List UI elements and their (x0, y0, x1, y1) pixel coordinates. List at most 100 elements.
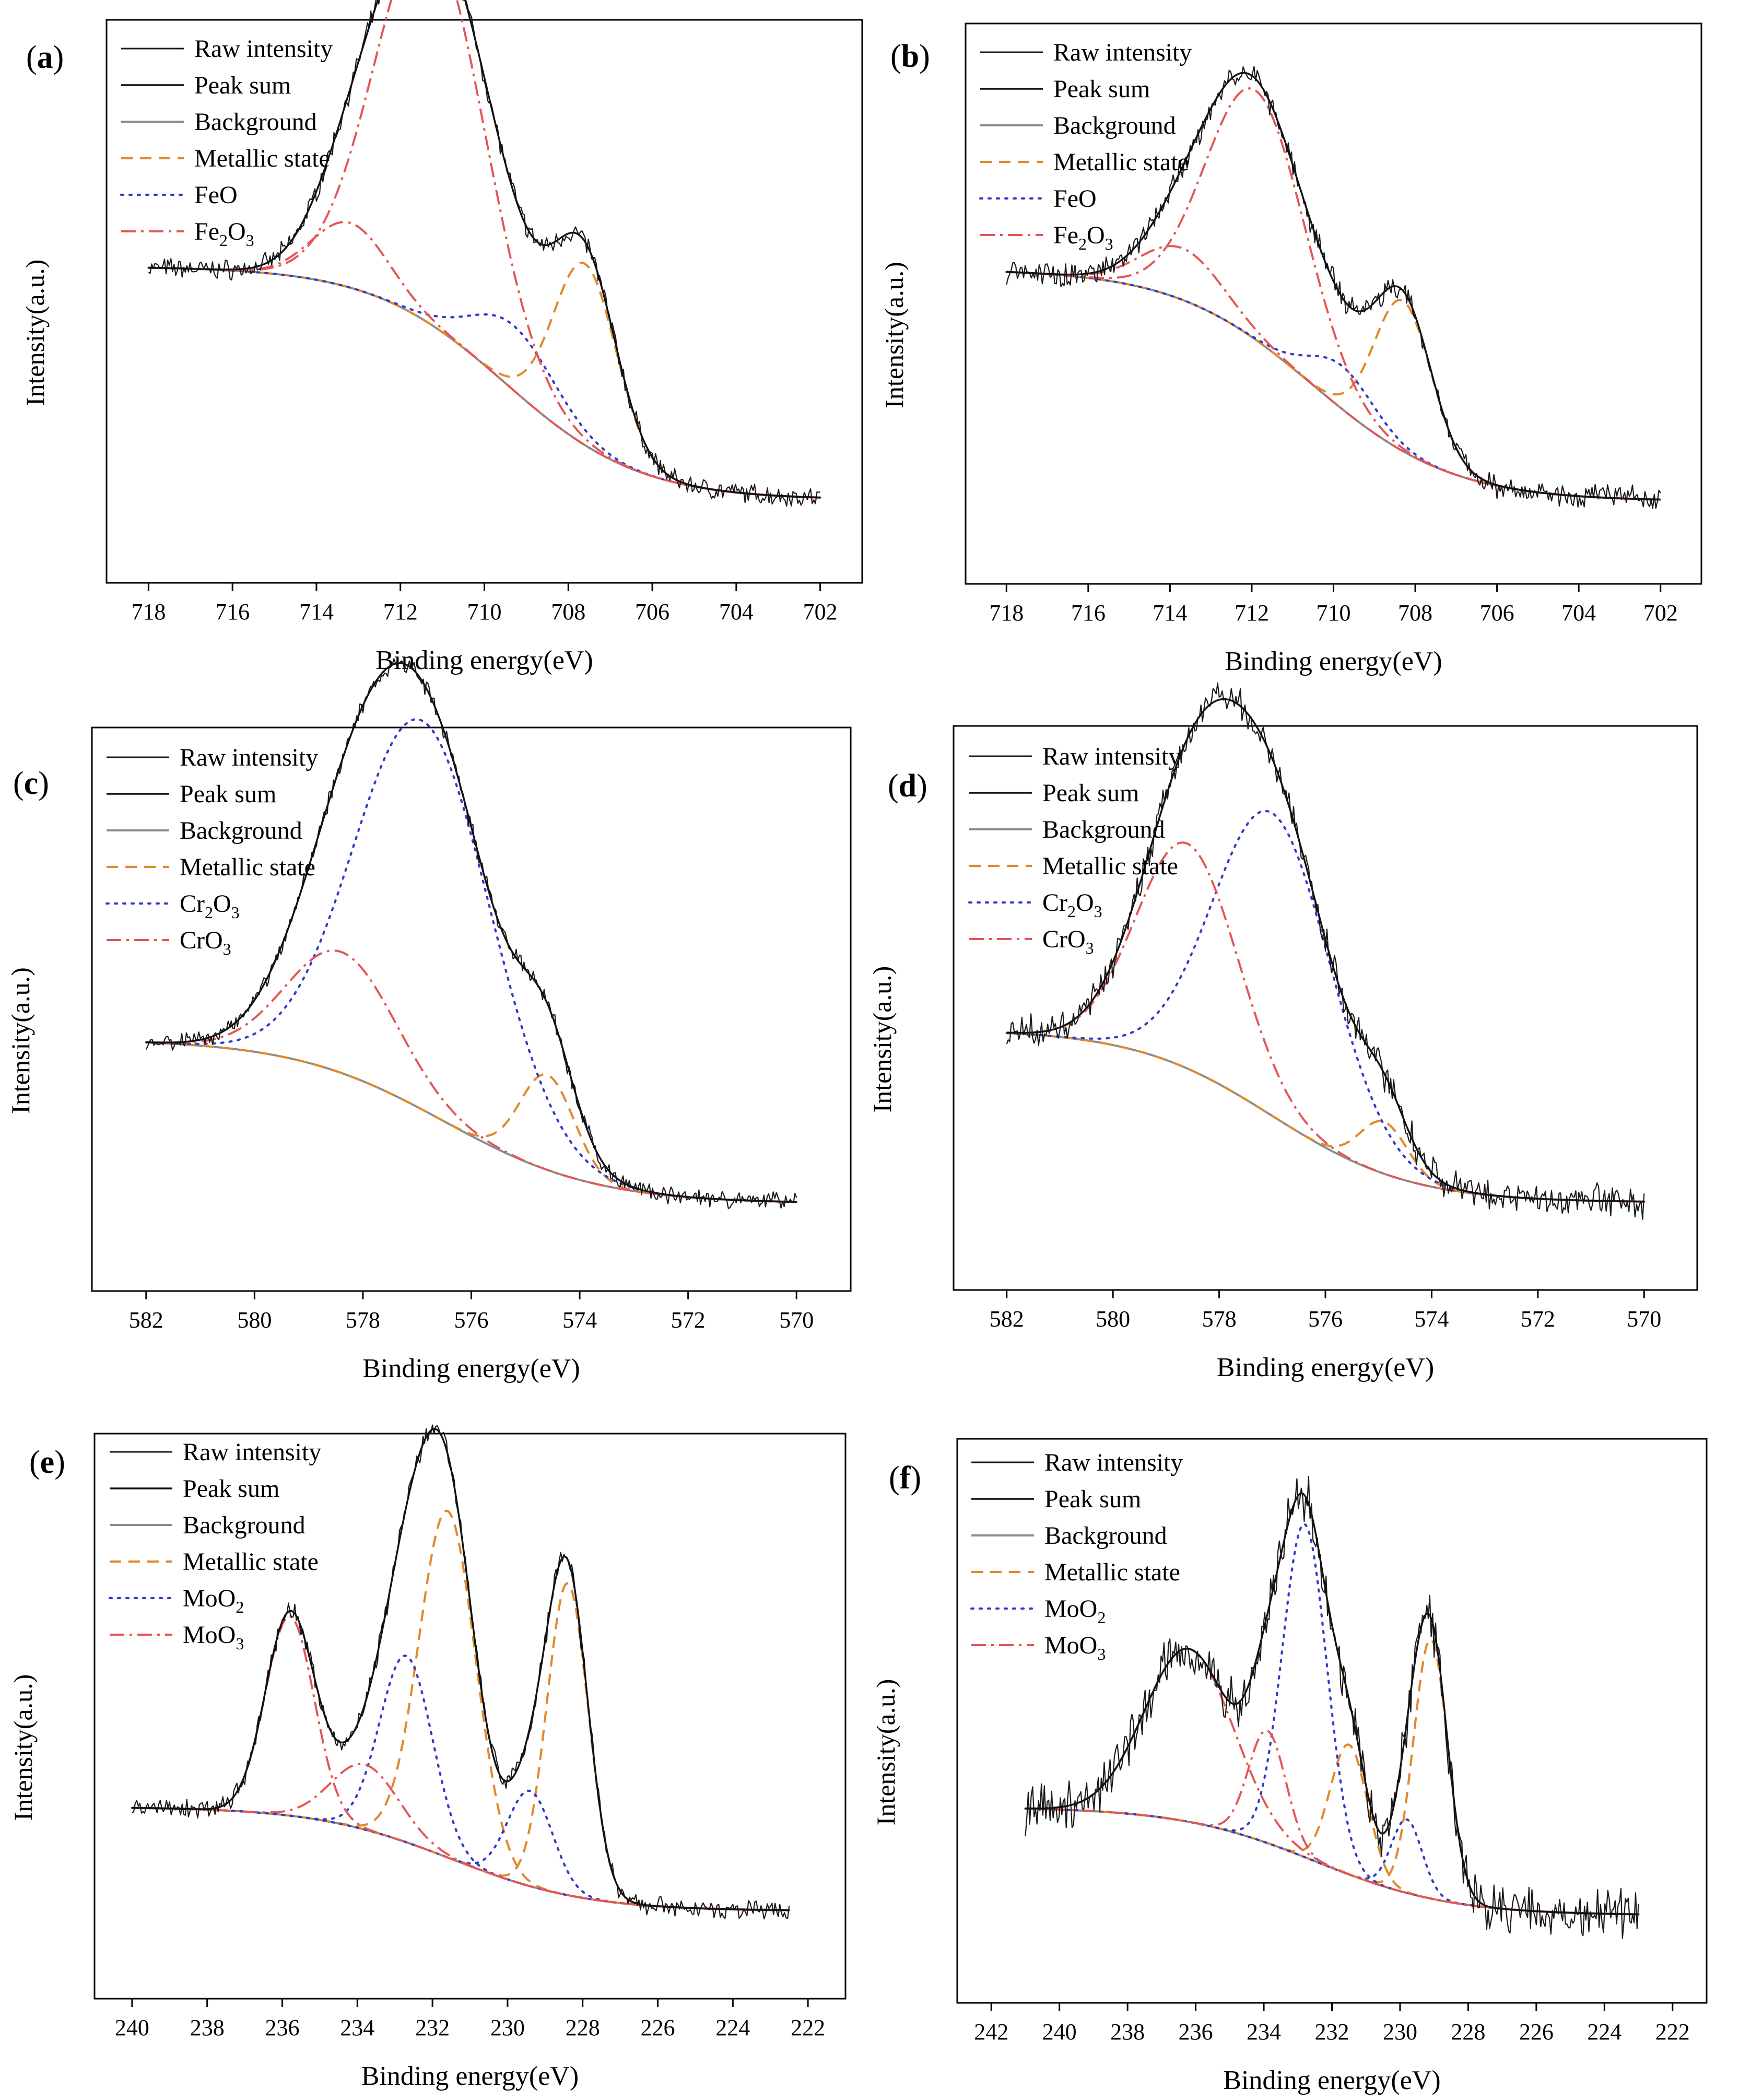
ox2-component-curve (1006, 245, 1661, 501)
raw-intensity-curve (1006, 66, 1661, 509)
x-axis-label: Binding energy(eV) (362, 1354, 580, 1383)
background-curve (148, 266, 820, 499)
background-curve (132, 1806, 790, 1911)
legend-label: Background (1042, 816, 1165, 843)
ox1-component-curve (147, 266, 821, 499)
x-tick-label: 236 (265, 2015, 300, 2040)
x-tick-label: 570 (779, 1307, 814, 1333)
x-tick-label: 580 (1096, 1306, 1130, 1332)
raw-intensity-curve (145, 658, 797, 1209)
x-tick-label: 236 (1179, 2019, 1213, 2045)
x-tick-label: 242 (974, 2019, 1008, 2045)
panel-d: (d) 582 580 578 576 574 572 570 Binding energy(e… (867, 682, 1698, 1382)
x-tick-label: 702 (1643, 600, 1678, 626)
x-tick-label: 574 (562, 1307, 597, 1333)
curves (1005, 682, 1646, 1220)
panel-c: (c) 582 580 578 576 574 572 570 Binding energy(e… (6, 658, 852, 1383)
x-axis-label: Binding energy(eV) (1223, 2066, 1440, 2095)
legend-label: FeO (1053, 185, 1097, 213)
x-axis-label: Binding energy(eV) (1217, 1353, 1434, 1382)
curves (1024, 1476, 1640, 1939)
y-axis-label: Intensity(a.u.) (20, 260, 50, 406)
curves (147, 0, 821, 507)
x-tick-label: 706 (635, 599, 669, 625)
x-tick-label: 708 (1398, 600, 1432, 626)
x-tick-label: 230 (490, 2015, 525, 2040)
background-curve (146, 1041, 797, 1203)
x-tick-label: 716 (1071, 600, 1106, 626)
x-tick-label: 704 (719, 599, 754, 625)
x-tick-label: 702 (803, 599, 838, 625)
panel-label: (c) (13, 766, 49, 801)
y-axis-label: Intensity(a.u.) (6, 967, 35, 1113)
x-tick-label: 578 (346, 1307, 380, 1333)
ox1-component-curve (1005, 271, 1662, 501)
ox2-component-curve (1025, 1729, 1639, 1916)
y-axis-label: Intensity(a.u.) (867, 966, 897, 1112)
x-tick-label: 224 (1587, 2019, 1622, 2045)
legend-label: Cr2O3 (180, 890, 240, 922)
legend-label: CrO3 (1042, 925, 1094, 957)
legend-label: Raw intensity (1042, 743, 1181, 770)
panel-label: (f) (889, 1460, 921, 1496)
legend-label: Fe2O3 (194, 218, 254, 250)
legend-label: Cr2O3 (1042, 889, 1102, 921)
legend: Raw intensity Peak sum Background Metallic … (120, 35, 333, 250)
legend-label: Raw intensity (1044, 1449, 1183, 1476)
x-tick-label: 240 (1042, 2019, 1077, 2045)
legend-label: Background (194, 108, 317, 136)
x-tick-label: 572 (671, 1307, 706, 1333)
x-tick-label: 574 (1414, 1306, 1449, 1332)
x-tick-label: 716 (215, 599, 250, 625)
legend-label: CrO3 (180, 926, 231, 958)
ox2-component-curve (146, 949, 797, 1203)
legend-label: Peak sum (183, 1475, 279, 1503)
x-tick-label: 710 (1317, 600, 1351, 626)
legend-label: Metallic state (1053, 148, 1189, 176)
legend: Raw intensity Peak sum Background Metallic … (105, 744, 318, 958)
panel-b: (b) 718 716 714 712 710 708 706 704 702 Binding en… (879, 22, 1702, 676)
plot-frame (953, 725, 1698, 1291)
curves (131, 1424, 791, 1920)
x-tick-label: 580 (237, 1307, 272, 1333)
x-tick-label: 712 (383, 599, 418, 625)
x-tick-label: 232 (415, 2015, 450, 2040)
legend-label: FeO (194, 181, 238, 209)
legend: Raw intensity Peak sum Background Metallic … (970, 1449, 1183, 1663)
x-tick-label: 238 (1110, 2019, 1145, 2045)
x-tick-label: 230 (1383, 2019, 1417, 2045)
metal-component-curve (148, 262, 820, 499)
x-axis-label: Binding energy(eV) (1225, 647, 1442, 676)
y-axis-label: Intensity(a.u.) (871, 1679, 900, 1825)
x-tick-label: 222 (1655, 2019, 1690, 2045)
x-tick-label: 226 (1519, 2019, 1554, 2045)
x-tick-label: 576 (1308, 1306, 1343, 1332)
legend-label: Background (1044, 1522, 1167, 1550)
raw-intensity-curve (132, 1424, 790, 1920)
panel-label: (e) (29, 1445, 65, 1480)
legend-label: Peak sum (194, 72, 291, 99)
ox1-component-curve (131, 1655, 791, 1911)
x-tick-label: 572 (1521, 1306, 1555, 1332)
metal-component-curve (1025, 1743, 1639, 1916)
background-curve (1006, 271, 1661, 501)
x-tick-label: 228 (1451, 2019, 1485, 2045)
legend-label: Raw intensity (180, 744, 318, 771)
x-tick-label: 718 (989, 600, 1024, 626)
legend-label: Metallic state (1042, 852, 1178, 880)
x-tick-label: 582 (129, 1307, 163, 1333)
legend: Raw intensity Peak sum Background Metallic … (968, 743, 1181, 957)
legend-label: Metallic state (194, 145, 330, 172)
x-tick-label: 228 (566, 2015, 600, 2040)
ox2-component-curve (1006, 87, 1661, 501)
ox1-component-curve (1024, 1808, 1640, 1916)
legend-label: Background (180, 817, 302, 844)
panel-f: (f) 242 240 238 236 234 232 230 228 226 224 222 Bind… (871, 1438, 1708, 2095)
plot-frame (93, 1433, 847, 2000)
x-axis-label: Binding energy(eV) (361, 2061, 579, 2091)
legend-label: Raw intensity (183, 1438, 321, 1466)
legend-label: Background (1053, 112, 1176, 139)
ox2-component-curve (148, 221, 820, 499)
metal-component-curve (1006, 271, 1661, 501)
raw-intensity-curve (1006, 682, 1645, 1220)
